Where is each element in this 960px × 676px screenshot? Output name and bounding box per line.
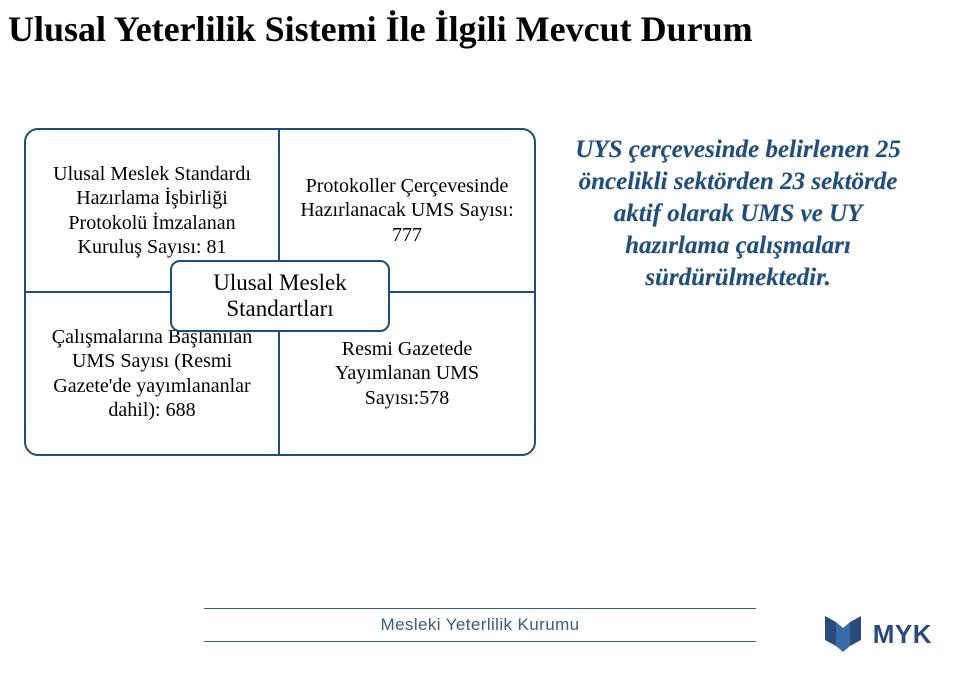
page-title: Ulusal Yeterlilik Sistemi İle İlgili Mev… [8, 8, 753, 50]
footer-rule-top [204, 608, 756, 609]
myk-logo-word: MYK [873, 619, 932, 650]
myk-logo: MYK [821, 610, 932, 658]
grid-center-badge: Ulusal Meslek Standartları [170, 260, 390, 332]
footer-brand: Mesleki Yeterlilik Kurumu [381, 615, 580, 635]
footer-rule-bottom [204, 641, 756, 642]
myk-logo-icon [821, 610, 865, 658]
side-paragraph: UYS çerçevesinde belirlenen 25 öncelikli… [568, 134, 908, 294]
footer: Mesleki Yeterlilik Kurumu [0, 602, 960, 648]
